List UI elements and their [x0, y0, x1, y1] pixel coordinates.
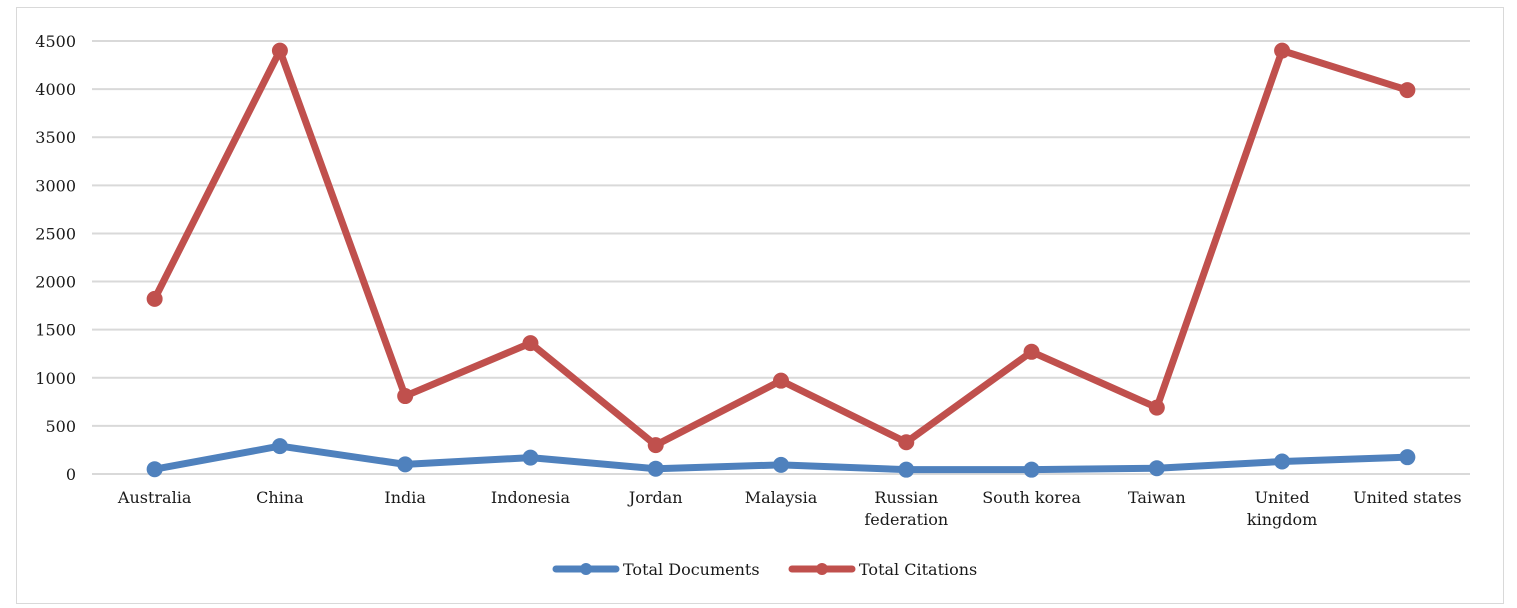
x-tick-label-line: Jordan — [627, 488, 683, 507]
data-point — [1399, 449, 1416, 466]
x-tick-label-line: India — [384, 488, 426, 507]
x-tick-label: Russian federation — [864, 488, 948, 529]
legend-label: Total Documents — [623, 560, 760, 579]
data-point — [647, 437, 664, 454]
legend: Total Documents Total Citations — [552, 560, 977, 579]
data-point — [898, 434, 915, 451]
legend-swatch-marker — [580, 563, 592, 575]
legend-entry: Total Citations — [788, 560, 977, 579]
x-tick-label-line: Taiwan — [1128, 488, 1186, 507]
data-point — [647, 460, 664, 477]
legend-entry: Total Documents — [552, 560, 760, 579]
data-point — [1023, 343, 1040, 360]
data-point — [1148, 460, 1165, 477]
x-tick-label-line: Australia — [117, 488, 192, 507]
data-point — [1148, 399, 1165, 416]
data-point — [522, 335, 539, 352]
data-point — [1023, 461, 1040, 478]
x-tick-label: Australia — [117, 488, 192, 507]
data-point — [397, 388, 414, 405]
y-tick-label: 500 — [45, 417, 76, 436]
data-point — [146, 290, 163, 307]
x-axis-ticks: Australia China India Indonesia Jordan Malays… — [117, 488, 1462, 529]
x-tick-label-line: federation — [864, 510, 948, 529]
x-tick-label: United states — [1353, 488, 1461, 507]
chart-frame — [16, 7, 1504, 604]
x-tick-label: Jordan — [627, 488, 683, 507]
y-tick-label: 2000 — [35, 273, 76, 292]
x-tick-label: India — [384, 488, 426, 507]
x-tick-label-line: China — [256, 488, 304, 507]
y-tick-label: 4500 — [35, 32, 76, 51]
data-point — [1274, 453, 1291, 470]
x-tick-label-line: United states — [1353, 488, 1461, 507]
x-tick-label: Indonesia — [491, 488, 571, 507]
gridlines — [92, 40, 1470, 475]
data-point — [773, 456, 789, 473]
legend-swatch-marker — [816, 563, 828, 575]
x-tick-label-line: Russian — [874, 488, 938, 507]
data-point — [271, 42, 288, 59]
data-point — [773, 372, 789, 389]
y-tick-label: 3000 — [35, 176, 76, 195]
y-tick-label: 1000 — [35, 369, 76, 388]
data-point — [271, 438, 288, 455]
data-point — [898, 461, 915, 478]
x-tick-label-line: Indonesia — [491, 488, 571, 507]
y-tick-label: 2500 — [35, 224, 76, 243]
series-lines — [146, 42, 1416, 478]
x-tick-label: Malaysia — [745, 488, 818, 507]
y-tick-label: 4000 — [35, 80, 76, 99]
y-tick-label: 0 — [66, 465, 76, 484]
legend-label: Total Citations — [859, 560, 977, 579]
x-tick-label-line: South korea — [982, 488, 1081, 507]
data-point — [522, 449, 539, 466]
x-tick-label: China — [256, 488, 304, 507]
data-point — [146, 461, 163, 478]
x-tick-label: United kingdom — [1247, 488, 1317, 529]
series-total-citations — [146, 42, 1416, 454]
data-point — [1399, 82, 1416, 99]
data-point — [397, 456, 414, 473]
x-tick-label: Taiwan — [1128, 488, 1186, 507]
y-tick-label: 1500 — [35, 321, 76, 340]
x-tick-label-line: Malaysia — [745, 488, 818, 507]
data-point — [1274, 42, 1291, 59]
x-tick-label: South korea — [982, 488, 1081, 507]
series-total-documents — [146, 438, 1416, 478]
x-tick-label-line: United — [1255, 488, 1310, 507]
y-axis-ticks: 0 500 1000 1500 2000 2500 3000 3500 4000 4500 — [35, 32, 76, 484]
x-tick-label-line: kingdom — [1247, 510, 1317, 529]
y-tick-label: 3500 — [35, 128, 76, 147]
